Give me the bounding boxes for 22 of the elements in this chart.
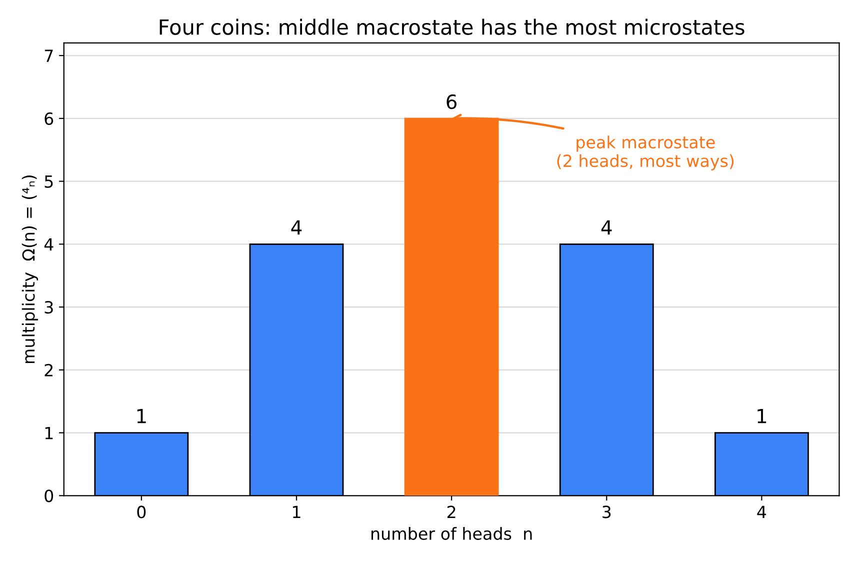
y-axis-title: multiplicity Ω(n) = (⁴ₙ) bbox=[22, 176, 38, 364]
data-label: 1 bbox=[758, 409, 766, 424]
x-tick-label: 0 bbox=[137, 506, 146, 518]
y-tick-label: 3 bbox=[44, 300, 53, 314]
annotation: peak macrostate (2 heads, most ways) bbox=[557, 136, 734, 170]
y-tick-label: 7 bbox=[44, 50, 53, 62]
y-tick-label: 5 bbox=[44, 175, 53, 188]
x-axis-title: number of heads n bbox=[371, 527, 532, 540]
x-tick-label: 4 bbox=[757, 506, 766, 518]
y-tick-label: 0 bbox=[44, 490, 54, 502]
x-tick-label: 2 bbox=[447, 506, 456, 518]
y-tick-label: 2 bbox=[44, 364, 53, 376]
x-tick-label: 1 bbox=[293, 506, 300, 518]
y-tick-label: 1 bbox=[45, 426, 53, 440]
data-label: 6 bbox=[446, 94, 457, 110]
x-tick-label: 3 bbox=[602, 506, 611, 518]
y-tick-label: 6 bbox=[44, 112, 54, 125]
data-label: 4 bbox=[291, 220, 302, 235]
data-label: 4 bbox=[601, 220, 612, 235]
chart-title: Four coins: middle macrostate has the most microstates bbox=[160, 18, 744, 35]
y-tick-label: 4 bbox=[44, 238, 54, 250]
data-label: 1 bbox=[137, 409, 146, 424]
